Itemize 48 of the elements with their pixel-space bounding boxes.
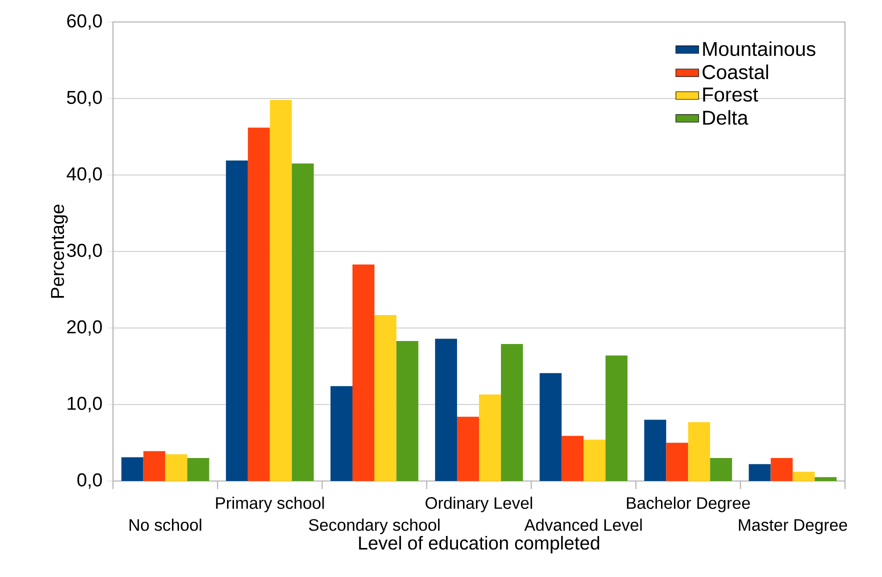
bar — [710, 458, 732, 481]
y-tick-label: 10,0 — [68, 396, 102, 412]
x-tick-label: Ordinary Level — [426, 496, 532, 512]
y-axis-title: Percentage — [51, 204, 68, 298]
bar — [540, 373, 562, 481]
bar — [478, 394, 501, 481]
bar — [352, 264, 374, 481]
bar — [770, 458, 793, 481]
y-tick-label: 40,0 — [66, 167, 102, 183]
x-tick-label: Bachelor Degree — [626, 496, 750, 512]
bar — [562, 436, 584, 481]
bar — [270, 100, 292, 481]
legend-label: Delta — [703, 110, 748, 125]
y-tick-label: 50,0 — [67, 90, 102, 106]
y-tick-label: 60,0 — [67, 14, 102, 30]
bar — [748, 464, 771, 481]
bar — [500, 344, 523, 481]
bar — [644, 420, 666, 481]
legend-label: Forest — [703, 88, 758, 102]
bar — [248, 128, 270, 481]
x-tick-label: Secondary school — [308, 518, 440, 534]
bar — [792, 472, 815, 481]
x-tick-label: Master Degree — [738, 519, 848, 534]
x-tick-label: Primary school — [216, 496, 324, 512]
x-tick-label: No school — [130, 518, 202, 531]
y-tick-label: 20,0 — [67, 320, 102, 336]
bar — [292, 164, 314, 481]
bar — [457, 416, 479, 481]
y-tick-label: 0,0 — [77, 473, 102, 489]
bar — [688, 422, 710, 481]
bar — [187, 458, 210, 481]
y-tick-label: 30,0 — [66, 244, 102, 260]
bar — [226, 160, 248, 481]
bar — [666, 442, 688, 481]
bar — [330, 386, 352, 481]
x-axis-title: Level of education completed — [359, 536, 600, 554]
bar — [165, 454, 188, 481]
legend-label: Mountainous — [703, 41, 816, 56]
bar — [121, 457, 144, 481]
bar — [396, 340, 418, 481]
bar — [584, 440, 606, 481]
x-tick-label: Advanced Level — [524, 518, 642, 531]
bar — [143, 451, 166, 481]
bar — [606, 356, 628, 481]
bar — [374, 314, 396, 481]
legend-label: Coastal — [702, 64, 768, 80]
bar — [814, 477, 837, 481]
bar — [435, 338, 458, 481]
